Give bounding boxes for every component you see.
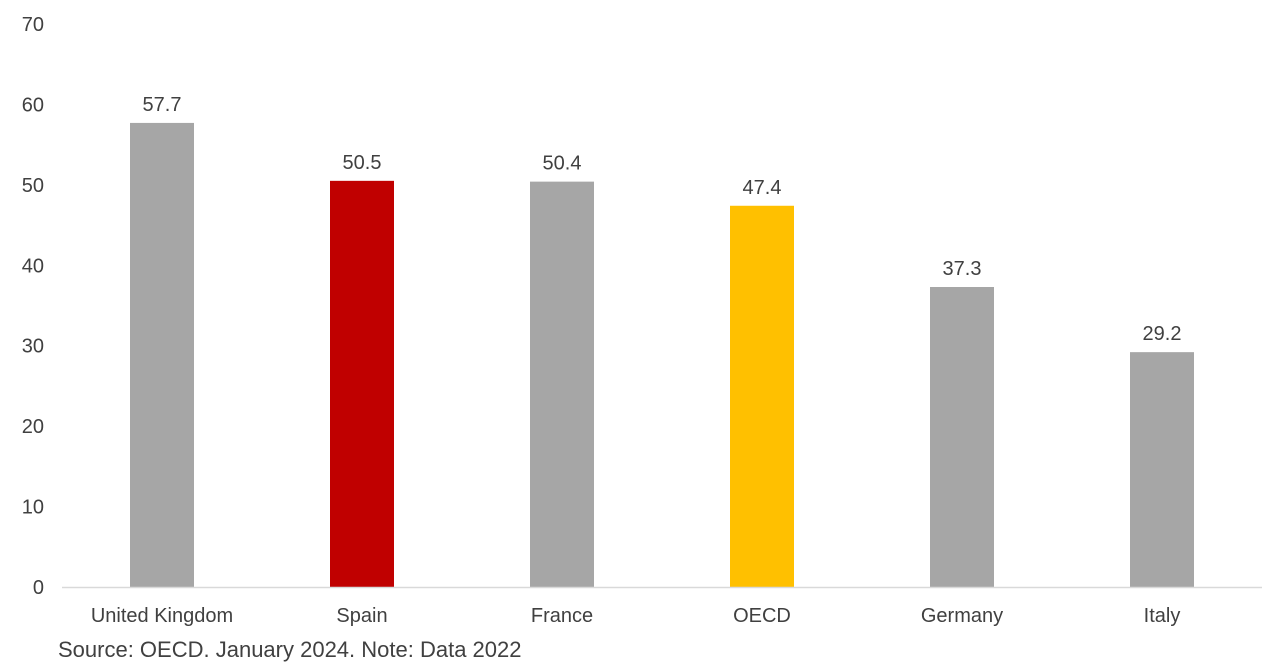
data-label: 29.2 [1143,323,1182,345]
x-category-label: United Kingdom [91,605,233,627]
y-tick-label: 60 [22,94,44,116]
data-label: 50.5 [343,152,382,174]
bar-italy [1130,352,1194,587]
bar-united-kingdom [130,122,194,588]
data-labels: 57.7 50.5 50.4 47.4 37.3 29.2 [143,94,1182,345]
x-category-label: Italy [1144,605,1181,627]
y-tick-label: 50 [22,175,44,197]
x-axis: United Kingdom Spain France OECD Germany Ital… [62,586,1262,627]
x-category-label: Spain [336,605,387,627]
x-category-label: OECD [733,605,791,627]
bars [130,122,1194,588]
y-tick-label: 40 [22,255,44,277]
data-label: 47.4 [743,177,782,199]
x-category-label: France [531,605,593,627]
data-label: 37.3 [943,258,982,280]
y-axis: 0 10 20 30 40 50 60 70 [22,14,44,599]
y-tick-label: 10 [22,497,44,519]
x-category-label: Germany [921,605,1003,627]
bar-oecd [730,205,794,588]
y-tick-label: 20 [22,416,44,438]
bar-germany [930,287,994,587]
bar-spain [330,180,394,588]
bar-france [530,181,594,587]
data-label: 57.7 [143,94,182,116]
y-tick-label: 70 [22,14,44,36]
source-note: Source: OECD. January 2024. Note: Data 2… [58,637,522,662]
y-tick-label: 0 [33,577,44,599]
data-label: 50.4 [543,153,582,175]
y-tick-label: 30 [22,336,44,358]
